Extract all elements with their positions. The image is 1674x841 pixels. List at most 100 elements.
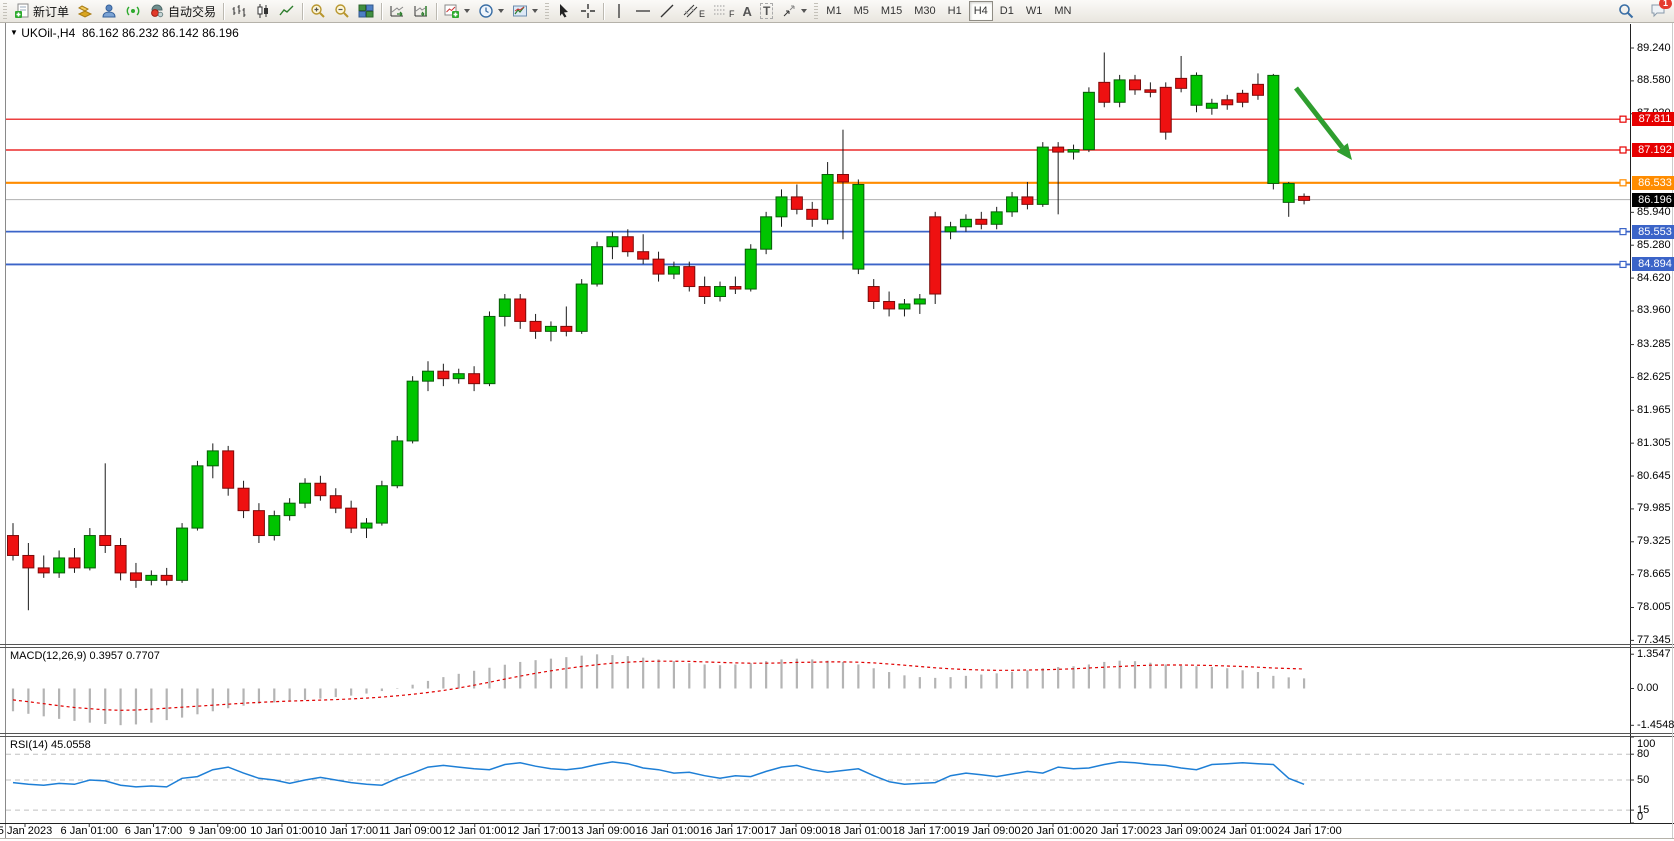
crosshair-button[interactable] — [576, 1, 600, 21]
candle-bearish — [114, 545, 127, 574]
toolbar-grip[interactable] — [814, 3, 819, 19]
shapes-button[interactable] — [777, 1, 811, 21]
add-indicator-icon — [444, 4, 460, 18]
candle-bearish — [22, 554, 35, 569]
candle-bearish — [698, 286, 711, 298]
bar-chart-icon — [232, 5, 246, 17]
fibonacci-button[interactable]: F — [709, 1, 739, 21]
toolbar-grip[interactable] — [545, 3, 550, 19]
tab-timeframe-h4[interactable]: H4 — [968, 1, 993, 21]
notification-badge[interactable]: 1 — [1659, 0, 1672, 9]
toolbar-grip[interactable] — [3, 3, 7, 19]
candle-bullish — [959, 218, 972, 228]
tab-timeframe-m1[interactable]: M1 — [821, 1, 846, 21]
candle-bullish — [667, 266, 680, 275]
zoom-in-button[interactable] — [306, 1, 330, 21]
cursor-button[interactable] — [552, 1, 576, 21]
candle-bullish — [83, 535, 96, 569]
line-handle[interactable] — [1619, 260, 1627, 269]
line-chart-button[interactable] — [275, 1, 299, 21]
chart-title-caret-icon[interactable]: ▼ — [10, 28, 18, 37]
shapes-caret — [801, 9, 808, 13]
new-order-icon — [15, 3, 29, 18]
candle-bullish — [821, 173, 834, 220]
candle-bearish — [1021, 196, 1034, 205]
text-label-button[interactable]: T — [756, 1, 777, 21]
candle-bullish — [990, 211, 1003, 225]
line-handle[interactable] — [1619, 228, 1627, 236]
trendline-button[interactable] — [655, 1, 679, 21]
candle-bullish — [391, 440, 404, 487]
auto-scroll-icon — [390, 6, 404, 17]
tile-windows-button[interactable] — [354, 1, 378, 21]
zoom-in-icon — [311, 4, 325, 18]
tab-timeframe-w1[interactable]: W1 — [1021, 1, 1048, 21]
level-price-label[interactable]: 86.533 — [1632, 175, 1674, 190]
candle-bearish — [806, 208, 819, 220]
candle-bearish — [1129, 79, 1142, 91]
line-handle[interactable] — [1619, 179, 1627, 187]
vertical-line-button[interactable] — [607, 1, 631, 21]
line-handle[interactable] — [1619, 146, 1627, 154]
search-button[interactable] — [1614, 1, 1638, 21]
level-price-label[interactable]: 87.192 — [1632, 143, 1674, 157]
template-icon — [513, 5, 528, 17]
chart-shift-icon — [414, 6, 428, 17]
add-indicator-button[interactable] — [440, 1, 474, 21]
line-handle[interactable] — [1619, 115, 1627, 123]
candle-bullish — [575, 283, 588, 332]
text-button[interactable]: A — [739, 1, 756, 21]
periods-button[interactable] — [474, 1, 508, 21]
autotrading-button[interactable]: 自动交易 — [145, 1, 220, 21]
autotrading-label: 自动交易 — [168, 4, 217, 19]
candle-bullish — [53, 557, 66, 574]
tab-timeframe-m15[interactable]: M15 — [876, 1, 907, 21]
current-price-label[interactable]: 86.196 — [1632, 192, 1674, 207]
candle-bearish — [929, 216, 942, 295]
vertical-line-icon — [618, 4, 620, 18]
signals-button[interactable] — [121, 1, 145, 21]
community-button[interactable] — [97, 1, 121, 21]
candle-bearish — [252, 510, 265, 537]
toolbar: 新订单 自动交易 — [0, 0, 1674, 23]
candle-bearish — [867, 286, 880, 302]
tab-timeframe-d1[interactable]: D1 — [995, 1, 1019, 21]
level-price-label[interactable]: 87.811 — [1632, 112, 1674, 127]
tab-timeframe-mn[interactable]: MN — [1049, 1, 1076, 21]
level-price-label[interactable]: 85.553 — [1632, 224, 1674, 239]
candle-bearish — [790, 196, 803, 210]
chart-background — [0, 22, 1674, 841]
metaeditor-button[interactable] — [73, 1, 97, 21]
level-price-label[interactable]: 84.894 — [1632, 257, 1674, 272]
candle-bearish — [1175, 77, 1188, 89]
horizontal-line-button[interactable] — [631, 1, 655, 21]
candlestick-chart-button[interactable] — [251, 1, 275, 21]
search-icon — [1619, 4, 1634, 19]
candle-bearish — [314, 482, 327, 497]
cursor-icon — [560, 4, 569, 18]
auto-scroll-button[interactable] — [385, 1, 409, 21]
candle-bearish — [637, 251, 650, 260]
equidistant-channel-button[interactable]: E — [679, 1, 709, 21]
candle-bullish — [1082, 91, 1095, 151]
zoom-out-button[interactable] — [330, 1, 354, 21]
tab-timeframe-m30[interactable]: M30 — [909, 1, 940, 21]
tab-timeframe-m5[interactable]: M5 — [849, 1, 874, 21]
bar-chart-button[interactable] — [227, 1, 251, 21]
template-button[interactable] — [508, 1, 542, 21]
new-order-label: 新订单 — [33, 4, 70, 19]
candle-bearish — [160, 574, 173, 581]
candle-bullish — [360, 522, 373, 529]
candle-bearish — [437, 370, 450, 380]
candle-bearish — [883, 300, 896, 310]
chart-shift-button[interactable] — [409, 1, 433, 21]
tab-timeframe-h1[interactable]: H1 — [943, 1, 967, 21]
candle-bullish — [1006, 196, 1019, 213]
annotation-arrow[interactable] — [1294, 86, 1345, 149]
new-order-button[interactable]: 新订单 — [10, 1, 73, 21]
annotation-arrow-head[interactable] — [1336, 143, 1352, 160]
candle-bullish — [744, 248, 757, 290]
candle-bullish — [406, 380, 419, 442]
candle-bullish — [176, 527, 189, 581]
